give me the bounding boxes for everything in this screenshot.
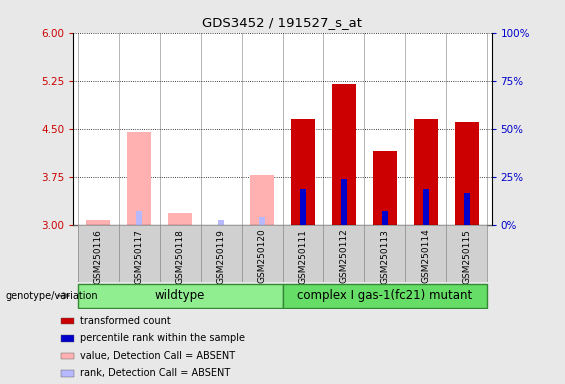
Text: wildtype: wildtype — [155, 289, 205, 302]
Text: GSM250117: GSM250117 — [134, 228, 144, 283]
Bar — [127, 132, 151, 225]
Bar — [119, 225, 159, 282]
Bar — [373, 151, 397, 225]
Text: GSM250118: GSM250118 — [176, 228, 185, 283]
Bar — [218, 220, 224, 225]
Bar — [159, 225, 201, 282]
Text: GSM250114: GSM250114 — [421, 228, 431, 283]
Text: GSM250119: GSM250119 — [216, 228, 225, 283]
Bar — [383, 210, 388, 225]
Bar — [77, 283, 282, 308]
Bar — [414, 119, 438, 225]
Bar — [282, 283, 488, 308]
Text: rank, Detection Call = ABSENT: rank, Detection Call = ABSENT — [80, 368, 231, 378]
Bar — [464, 193, 470, 225]
Text: transformed count: transformed count — [80, 316, 171, 326]
Bar — [324, 225, 364, 282]
Text: GSM250116: GSM250116 — [94, 228, 102, 283]
Bar — [136, 210, 142, 225]
Bar — [291, 119, 315, 225]
Bar — [168, 213, 192, 225]
Bar — [300, 189, 306, 225]
Bar — [341, 179, 347, 225]
Bar — [62, 370, 74, 377]
Bar — [455, 122, 479, 225]
Bar — [250, 175, 274, 225]
Text: GSM250111: GSM250111 — [298, 228, 307, 283]
Bar — [201, 225, 241, 282]
Title: GDS3452 / 191527_s_at: GDS3452 / 191527_s_at — [202, 16, 363, 29]
Text: percentile rank within the sample: percentile rank within the sample — [80, 333, 245, 343]
Bar — [282, 225, 324, 282]
Bar — [62, 318, 74, 324]
Text: value, Detection Call = ABSENT: value, Detection Call = ABSENT — [80, 351, 236, 361]
Bar — [77, 225, 119, 282]
Text: GSM250120: GSM250120 — [258, 228, 267, 283]
Text: GSM250115: GSM250115 — [463, 228, 471, 283]
Bar — [406, 225, 446, 282]
Bar — [86, 220, 110, 225]
Bar — [364, 225, 406, 282]
Text: GSM250113: GSM250113 — [380, 228, 389, 283]
Bar — [241, 225, 282, 282]
Bar — [259, 217, 265, 225]
Text: complex I gas-1(fc21) mutant: complex I gas-1(fc21) mutant — [297, 289, 472, 302]
Bar — [446, 225, 488, 282]
Text: GSM250112: GSM250112 — [340, 228, 349, 283]
Bar — [332, 84, 357, 225]
Bar — [62, 353, 74, 359]
Bar — [423, 189, 429, 225]
Text: genotype/variation: genotype/variation — [6, 291, 98, 301]
Bar — [62, 335, 74, 342]
